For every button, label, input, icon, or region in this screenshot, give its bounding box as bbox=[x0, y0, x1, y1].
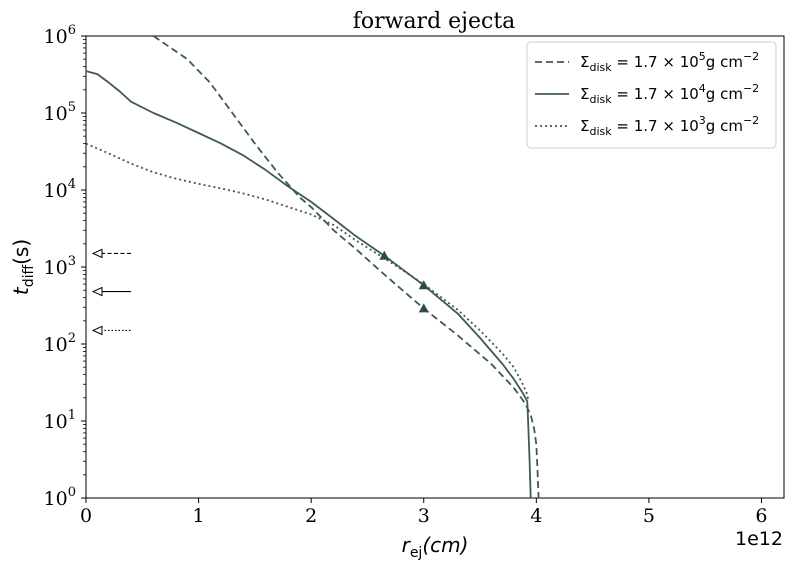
chart-title: forward ejecta bbox=[353, 9, 516, 34]
legend-mid: = 1.7 × 10 bbox=[612, 85, 699, 103]
triangle-marker bbox=[418, 303, 429, 313]
legend-unit: g cm bbox=[706, 117, 743, 135]
x-tick-label: 4 bbox=[530, 505, 542, 527]
legend-exp: 5 bbox=[699, 50, 706, 63]
x-tick-label: 1 bbox=[193, 505, 205, 527]
legend-sub: disk bbox=[589, 125, 612, 138]
y-axis-label-sub: diff bbox=[21, 265, 37, 288]
x-axis-label-sub: ej bbox=[410, 545, 423, 561]
y-tick-power: 2 bbox=[68, 331, 76, 346]
series-line-solid bbox=[86, 70, 532, 498]
arrow-layer bbox=[91, 248, 131, 336]
legend-mid: = 1.7 × 10 bbox=[612, 117, 699, 135]
y-tick-label: 101 bbox=[44, 408, 76, 433]
legend-unit-exp: −2 bbox=[743, 82, 759, 95]
series-line-dashed bbox=[152, 36, 540, 498]
legend-unit-exp: −2 bbox=[743, 50, 759, 63]
y-tick-power: 5 bbox=[68, 100, 76, 115]
y-tick-base: 10 bbox=[44, 180, 68, 202]
legend-unit-exp: −2 bbox=[743, 114, 759, 127]
y-tick-base: 10 bbox=[44, 26, 68, 48]
x-axis-label: rej(cm) bbox=[402, 533, 469, 561]
y-tick-power: 4 bbox=[68, 177, 76, 192]
y-tick-power: 0 bbox=[68, 485, 76, 500]
y-tick-base: 10 bbox=[44, 334, 68, 356]
legend-sigma: Σ bbox=[580, 53, 589, 71]
legend-box bbox=[526, 41, 777, 149]
y-tick-label: 100 bbox=[44, 485, 76, 510]
arrow-head bbox=[91, 286, 103, 297]
legend-sigma: Σ bbox=[580, 85, 589, 103]
x-axis-label-unit: (cm) bbox=[422, 533, 468, 557]
y-tick-base: 10 bbox=[44, 488, 68, 510]
legend-sub: disk bbox=[589, 93, 612, 106]
x-offset-label: 1e12 bbox=[735, 528, 783, 550]
legend-unit: g cm bbox=[706, 85, 743, 103]
arrow-head bbox=[91, 325, 103, 336]
series-layer bbox=[86, 36, 540, 498]
arrow-head bbox=[91, 248, 103, 259]
legend-exp: 4 bbox=[699, 82, 706, 95]
y-tick-label: 102 bbox=[44, 331, 76, 356]
x-tick-label: 5 bbox=[643, 505, 655, 527]
legend-sub: disk bbox=[589, 61, 612, 74]
marker-layer bbox=[379, 250, 429, 313]
legend-label: Σdisk = 1.7 × 103g cm−2 bbox=[580, 114, 759, 138]
legend-unit: g cm bbox=[706, 53, 743, 71]
triangle-marker bbox=[418, 280, 429, 290]
y-tick-base: 10 bbox=[44, 103, 68, 125]
y-tick-power: 6 bbox=[68, 23, 76, 38]
legend-label: Σdisk = 1.7 × 104g cm−2 bbox=[580, 82, 759, 106]
x-tick-label: 2 bbox=[305, 505, 317, 527]
y-tick-power: 3 bbox=[68, 254, 76, 269]
y-axis-label: tdiff(s) bbox=[9, 239, 37, 295]
y-tick-base: 10 bbox=[44, 411, 68, 433]
x-tick-label: 0 bbox=[80, 505, 92, 527]
legend-mid: = 1.7 × 10 bbox=[612, 53, 699, 71]
triangle-marker bbox=[379, 250, 390, 260]
y-tick-label: 103 bbox=[44, 254, 76, 279]
legend-label: Σdisk = 1.7 × 105g cm−2 bbox=[580, 50, 759, 74]
series-line-dotted bbox=[86, 142, 530, 402]
legend-exp: 3 bbox=[699, 114, 706, 127]
y-tick-base: 10 bbox=[44, 257, 68, 279]
y-tick-label: 104 bbox=[44, 177, 76, 202]
y-axis-label-main: t bbox=[9, 286, 33, 295]
legend-sigma: Σ bbox=[580, 117, 589, 135]
x-axis-label-main: r bbox=[402, 533, 412, 557]
x-tick-label: 6 bbox=[755, 505, 767, 527]
x-axis-ticks: 0 1 2 3 4 5 6 bbox=[80, 498, 768, 527]
y-axis-label-unit: (s) bbox=[9, 239, 33, 265]
y-tick-label: 105 bbox=[44, 100, 76, 125]
y-tick-label: 106 bbox=[44, 23, 76, 48]
x-tick-label: 3 bbox=[418, 505, 430, 527]
y-tick-power: 1 bbox=[68, 408, 76, 423]
